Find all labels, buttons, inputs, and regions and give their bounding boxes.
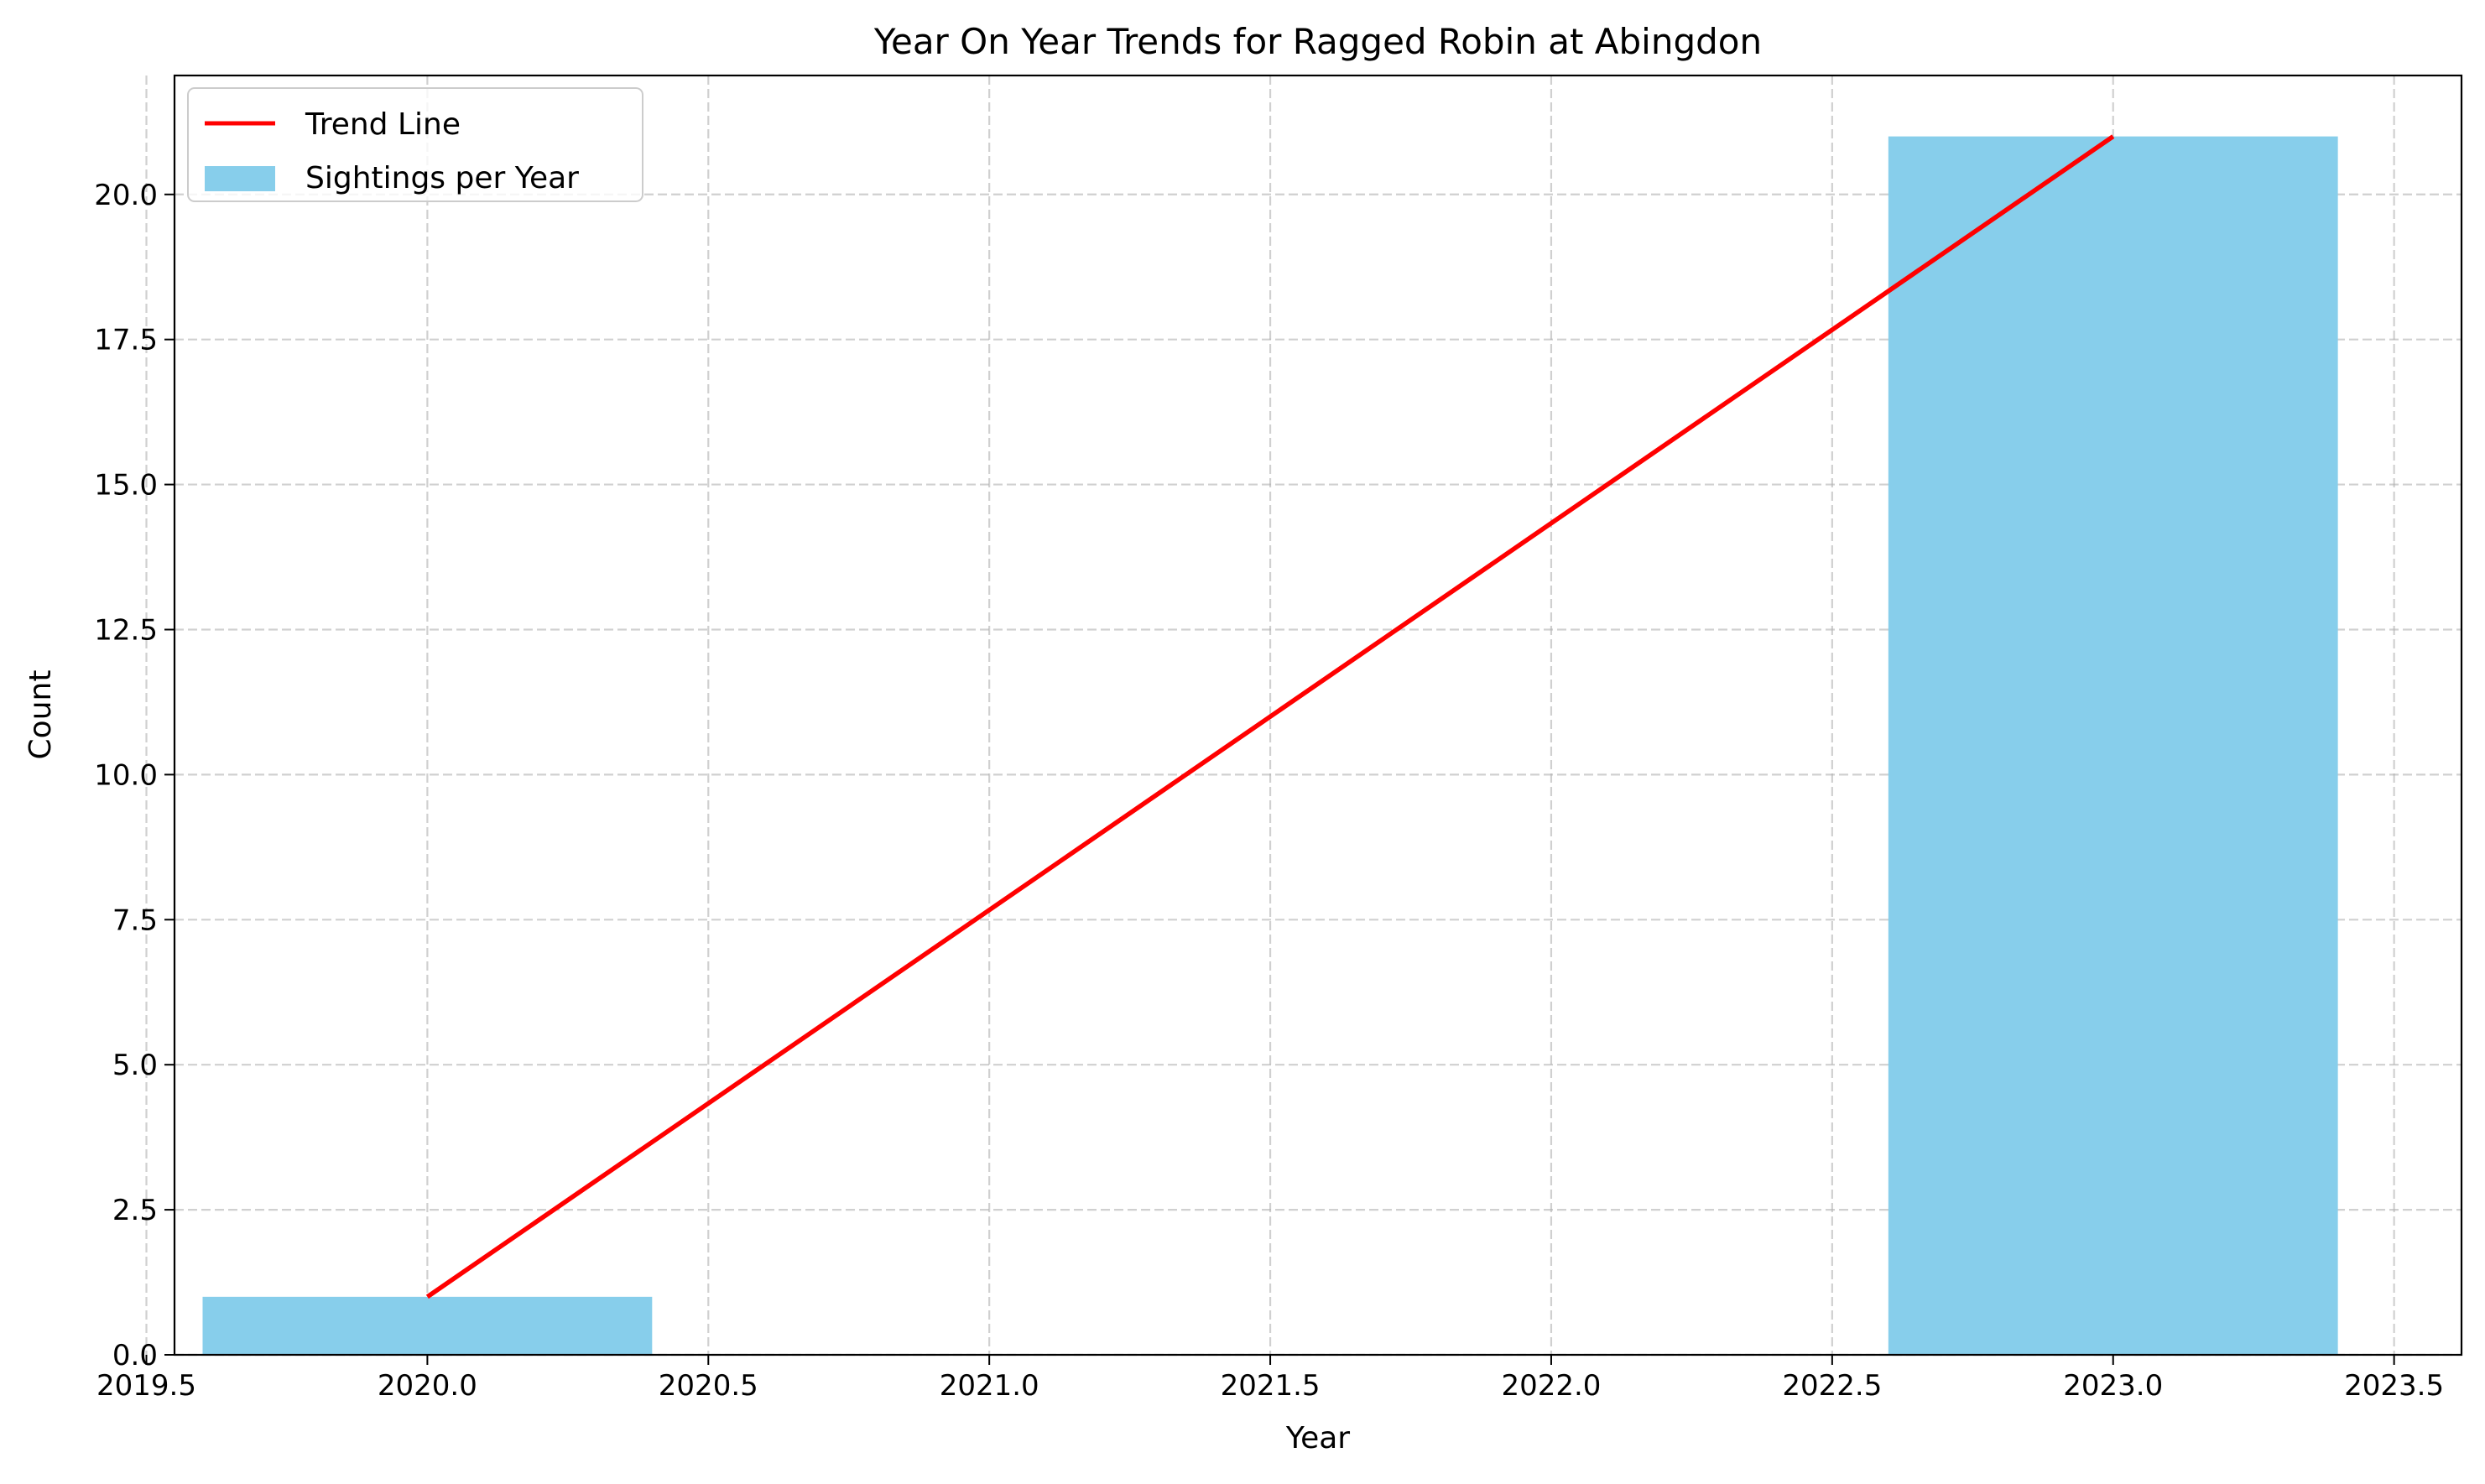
- y-axis-ticks: 0.0 2.5 5.0 7.5 10.0 12.5 15.0 17.5 20.0: [94, 179, 175, 1372]
- y-tick-label: 7.5: [112, 903, 158, 937]
- x-tick-label: 2020.0: [378, 1369, 477, 1403]
- x-tick-label: 2021.5: [1221, 1369, 1321, 1403]
- x-axis-ticks: 2019.5 2020.0 2020.5 2021.0 2021.5 2022.0 2022…: [96, 1355, 2444, 1403]
- legend-label-trend-line: Trend Line: [305, 107, 461, 142]
- chart-legend: Trend Line Sightings per Year: [187, 87, 643, 202]
- y-tick-label: 5.0: [112, 1049, 158, 1082]
- x-tick-label: 2023.0: [2063, 1369, 2163, 1403]
- plot-area-frame: [173, 74, 2463, 1356]
- y-tick-label: 20.0: [94, 179, 158, 212]
- x-tick-label: 2020.5: [659, 1369, 758, 1403]
- bar-sightings-2020: [202, 1296, 653, 1355]
- trend-line: [425, 134, 2115, 1299]
- x-tick-label: 2022.0: [1501, 1369, 1601, 1403]
- x-tick-label: 2019.5: [96, 1369, 196, 1403]
- y-tick-label: 0.0: [112, 1339, 158, 1372]
- y-tick-label: 2.5: [112, 1194, 158, 1227]
- chart-title: Year On Year Trends for Ragged Robin at …: [873, 21, 1762, 62]
- y-axis-label: Count: [23, 670, 58, 760]
- x-tick-label: 2023.5: [2344, 1369, 2444, 1403]
- x-tick-label: 2022.5: [1782, 1369, 1882, 1403]
- bar-sightings-2023: [1888, 136, 2338, 1356]
- y-tick-label: 12.5: [94, 613, 158, 647]
- legend-label-sightings: Sightings per Year: [305, 161, 579, 195]
- legend-swatch-sightings: [205, 166, 275, 191]
- y-tick-label: 15.0: [94, 469, 158, 502]
- x-axis-label: Year: [1285, 1421, 1350, 1455]
- bar-series: [202, 136, 2338, 1356]
- y-tick-label: 10.0: [94, 758, 158, 792]
- trend-line-series: [425, 134, 2115, 1299]
- x-tick-label: 2021.0: [940, 1369, 1039, 1403]
- y-tick-label: 17.5: [94, 324, 158, 357]
- legend-box: [187, 87, 643, 202]
